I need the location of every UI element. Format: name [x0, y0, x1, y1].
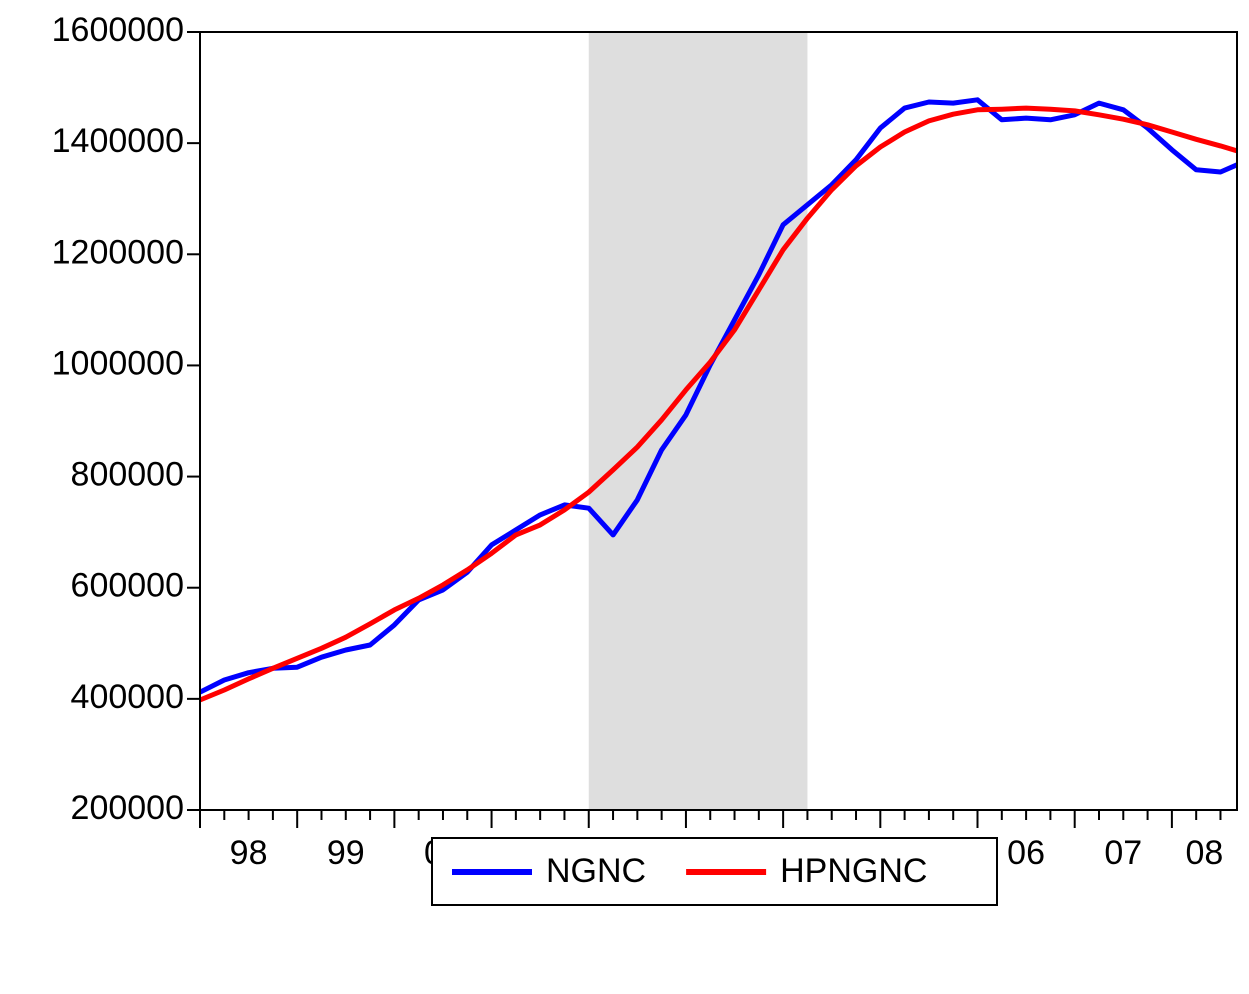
- x-tick-label: 08: [1186, 834, 1224, 872]
- x-tick-label: 06: [1007, 834, 1045, 872]
- y-tick-label: 1600000: [52, 11, 184, 49]
- y-tick-label: 800000: [71, 456, 184, 494]
- x-tick-label: 99: [327, 834, 365, 872]
- shaded-period: [588, 32, 808, 810]
- y-tick-label: 1000000: [52, 344, 184, 382]
- y-tick-label: 1400000: [52, 122, 184, 160]
- y-tick-label: 200000: [71, 789, 184, 827]
- legend-label: HPNGNC: [780, 852, 927, 890]
- legend: NGNC HPNGNC: [431, 837, 998, 906]
- legend-label: NGNC: [546, 852, 646, 890]
- x-tick-label: 98: [230, 834, 268, 872]
- y-tick-label: 400000: [71, 678, 184, 716]
- y-tick-label: 1200000: [52, 233, 184, 271]
- x-tick-label: 07: [1104, 834, 1142, 872]
- series-line: [199, 105, 1238, 703]
- y-tick-label: 600000: [71, 567, 184, 605]
- plot-frame: [199, 31, 1238, 811]
